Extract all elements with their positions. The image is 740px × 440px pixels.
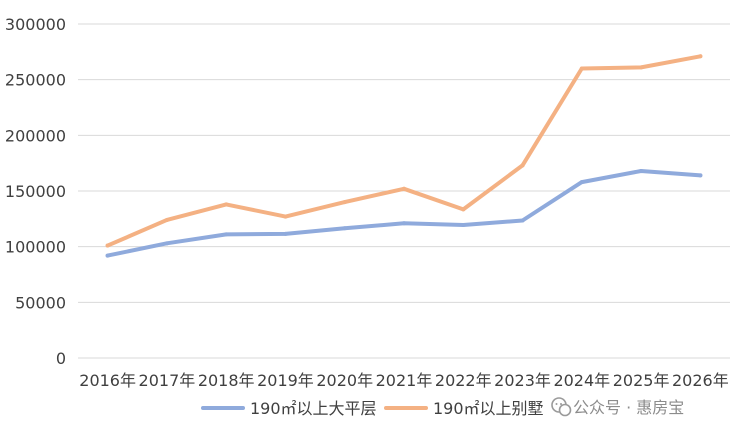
series-0-point — [639, 168, 644, 173]
legend: 190㎡以上大平层 190㎡以上别墅 — [201, 399, 544, 418]
y-tick-label: 0 — [56, 349, 66, 368]
series-1-point — [342, 200, 347, 205]
x-tick-label: 2019年 — [257, 371, 314, 390]
x-tick-label: 2017年 — [139, 371, 196, 390]
legend-label-0: 190㎡以上大平层 — [250, 399, 377, 418]
series-1-point — [402, 186, 406, 191]
legend-label-1: 190㎡以上别墅 — [433, 399, 544, 418]
series-0-point — [520, 218, 525, 223]
series-0-point — [105, 253, 110, 258]
series-1-point — [105, 243, 110, 248]
x-tick-label: 2025年 — [613, 371, 670, 390]
x-tick-label: 2018年 — [198, 371, 255, 390]
series-1-point — [283, 214, 288, 219]
x-tick-label: 2024年 — [553, 371, 610, 390]
series-0-point — [164, 241, 169, 246]
x-tick-label: 2020年 — [316, 371, 373, 390]
x-tick-label: 2016年 — [79, 371, 136, 390]
y-tick-label: 250000 — [5, 71, 66, 90]
series-0-point — [698, 173, 703, 178]
series-1-point — [639, 65, 644, 70]
y-tick-label: 150000 — [5, 182, 66, 201]
series-1-point — [164, 217, 169, 222]
x-tick-label: 2023年 — [494, 371, 551, 390]
series-0-point — [224, 232, 229, 237]
series-0-point — [402, 221, 406, 226]
series-lines — [105, 54, 703, 258]
x-tick-label: 2021年 — [376, 371, 433, 390]
grid-lines — [78, 23, 730, 359]
series-1-point — [520, 163, 525, 168]
x-tick-label: 2022年 — [435, 371, 492, 390]
y-axis-ticks: 0 50000 100000 150000 200000 250000 300000 — [5, 15, 66, 368]
series-0-point — [461, 222, 466, 227]
y-tick-label: 300000 — [5, 15, 66, 34]
series-1-point — [461, 207, 466, 212]
x-tick-label: 2026年 — [672, 371, 729, 390]
series-0-point — [579, 180, 584, 185]
series-1-point — [579, 66, 584, 71]
series-1-point — [698, 54, 703, 59]
y-tick-label: 50000 — [15, 293, 66, 312]
watermark-text: 公众号 · 惠房宝 — [573, 398, 684, 417]
y-tick-label: 200000 — [5, 126, 66, 145]
wechat-icon — [551, 397, 572, 417]
series-1-point — [224, 202, 229, 207]
series-0-point — [342, 226, 347, 231]
watermark: 公众号 · 惠房宝 — [551, 397, 684, 417]
y-tick-label: 100000 — [5, 238, 66, 257]
x-axis-ticks: 2016年 2017年 2018年 2019年 2020年 2021年 2022年 2023年… — [79, 371, 728, 390]
series-0-point — [283, 231, 288, 236]
series-line-1 — [105, 54, 703, 248]
